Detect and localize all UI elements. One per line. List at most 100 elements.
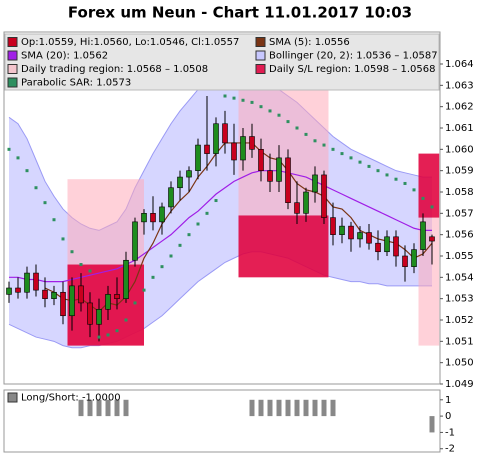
candle-body: [96, 309, 102, 325]
candle-body: [393, 236, 399, 257]
region: [238, 215, 329, 278]
candle-body: [357, 232, 363, 240]
legend-swatch: [255, 50, 266, 61]
sar-dot: [259, 105, 263, 109]
bar: [294, 399, 300, 417]
bar: [429, 416, 435, 433]
sar-dot: [241, 98, 245, 102]
candle-body: [285, 157, 291, 203]
sar-dot: [403, 181, 407, 185]
sar-dot: [16, 156, 20, 160]
sar-dot: [385, 173, 389, 177]
candle-body: [231, 142, 237, 161]
y-tick-label: 1.056: [445, 230, 474, 241]
sar-dot: [268, 109, 272, 113]
sar-dot: [223, 94, 227, 98]
bar: [105, 399, 111, 417]
candle-body: [303, 191, 309, 214]
candle-body: [105, 294, 111, 310]
legend-label: SMA (20): 1.0562: [21, 51, 108, 62]
sar-dot: [43, 201, 47, 205]
y-tick-label: 1.053: [445, 294, 474, 305]
y-tick-label: 1.054: [445, 272, 474, 283]
candle-body: [375, 242, 381, 253]
main-plot: 1.049 1.050 1.051 1.052 1.053 1.054 1.055 1.056…: [4, 33, 474, 390]
bar: [114, 399, 120, 417]
legend-swatch: [255, 37, 266, 47]
candle-body: [258, 149, 264, 171]
legend-label: Parabolic SAR: 1.0573: [21, 78, 131, 89]
candle-body: [240, 136, 246, 161]
sar-dot: [367, 164, 371, 168]
sar-dot: [313, 139, 317, 143]
y-tick-label: 1: [445, 395, 451, 406]
sar-dot: [160, 265, 164, 269]
legend-swatch: [7, 392, 18, 403]
candle-body: [321, 174, 327, 218]
candle-body: [60, 291, 66, 317]
candle-body: [159, 206, 165, 223]
y-tick-label: 1.055: [445, 251, 474, 262]
candle-body: [204, 144, 210, 154]
candle-body: [141, 213, 147, 223]
legend-label: Bollinger (20, 2): 1.0536 – 1.0587: [269, 51, 438, 62]
bar: [96, 399, 102, 417]
y-tick-label: -1: [445, 427, 455, 438]
candle-body: [69, 285, 75, 317]
sar-dot: [97, 335, 101, 339]
candle-body: [132, 221, 138, 261]
candle-body: [168, 187, 174, 208]
legend-swatch: [7, 64, 18, 74]
sar-dot: [295, 126, 299, 130]
y-tick-label: 1.051: [445, 336, 474, 347]
y-tick-label: 1.062: [445, 102, 474, 113]
bar: [267, 399, 273, 417]
candle-body: [411, 249, 417, 267]
sar-dot: [7, 147, 11, 151]
sar-dot: [178, 243, 182, 247]
sar-dot: [322, 143, 326, 147]
candle-body: [177, 176, 183, 189]
candle-body: [33, 272, 39, 291]
sar-dot: [286, 120, 290, 124]
sar-dot: [187, 233, 191, 237]
sar-dot: [205, 211, 209, 215]
candle-body: [384, 236, 390, 253]
candle-body: [15, 287, 21, 293]
bar: [312, 399, 318, 417]
bar: [303, 399, 309, 417]
legend-swatch: [7, 37, 18, 47]
lower-panel: [3, 389, 441, 453]
candle-body: [24, 272, 30, 293]
candle-body: [276, 157, 282, 182]
sar-dot: [421, 196, 425, 200]
candle-body: [78, 285, 84, 304]
y-tick-label: 1.057: [445, 208, 474, 219]
bollinger-lower: [8, 251, 432, 349]
candle-body: [402, 255, 408, 267]
candle-body: [195, 144, 201, 171]
y-tick-label: 1.050: [445, 358, 474, 369]
sar-dot: [52, 218, 56, 222]
y-tick-label: 1.060: [445, 144, 474, 155]
y-tick-label: 1.058: [445, 187, 474, 198]
region: [418, 153, 440, 218]
bar: [321, 399, 327, 417]
sar-dot: [34, 186, 38, 190]
y-tick-label: 1.049: [445, 379, 474, 390]
sar-dot: [376, 169, 380, 173]
legend-label: SMA (5): 1.0556: [269, 37, 350, 48]
candle-body: [429, 236, 435, 242]
chart-title: Forex um Neun - Chart 11.01.2017 10:03: [68, 4, 412, 22]
candle-body: [42, 289, 48, 299]
candle-body: [123, 259, 129, 299]
sar-dot: [169, 254, 173, 258]
y-tick-label: 1.063: [445, 80, 474, 91]
sar-dot: [250, 100, 254, 104]
legend-label: Long/Short: -1.0000: [21, 393, 121, 404]
y-tick-label: 0: [445, 411, 451, 422]
sar-dot: [232, 96, 236, 100]
bar: [87, 399, 93, 417]
sar-dot: [25, 169, 29, 173]
